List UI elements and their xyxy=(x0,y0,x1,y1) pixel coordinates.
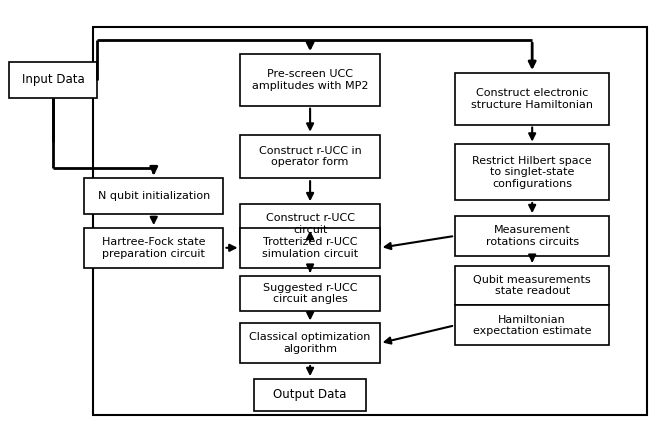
Text: Restrict Hilbert space
to singlet-state
configurations: Restrict Hilbert space to singlet-state … xyxy=(472,156,592,189)
Text: Hamiltonian
expectation estimate: Hamiltonian expectation estimate xyxy=(473,315,591,336)
Text: N qubit initialization: N qubit initialization xyxy=(98,191,210,201)
Text: Hartree-Fock state
preparation circuit: Hartree-Fock state preparation circuit xyxy=(102,237,206,259)
FancyBboxPatch shape xyxy=(455,145,609,200)
FancyBboxPatch shape xyxy=(240,228,380,268)
Text: Trotterized r-UCC
simulation circuit: Trotterized r-UCC simulation circuit xyxy=(262,237,358,259)
Text: Construct r-UCC in
operator form: Construct r-UCC in operator form xyxy=(259,145,361,167)
Text: Input Data: Input Data xyxy=(22,73,85,86)
Text: Qubit measurements
state readout: Qubit measurements state readout xyxy=(474,275,591,296)
FancyBboxPatch shape xyxy=(455,73,609,125)
Text: Pre-screen UCC
amplitudes with MP2: Pre-screen UCC amplitudes with MP2 xyxy=(252,69,368,91)
FancyBboxPatch shape xyxy=(240,276,380,311)
FancyBboxPatch shape xyxy=(455,266,609,306)
FancyBboxPatch shape xyxy=(240,204,380,244)
FancyBboxPatch shape xyxy=(255,379,366,411)
Text: Construct r-UCC
circuit: Construct r-UCC circuit xyxy=(266,213,355,235)
Text: Suggested r-UCC
circuit angles: Suggested r-UCC circuit angles xyxy=(263,283,357,304)
FancyBboxPatch shape xyxy=(240,54,380,106)
FancyBboxPatch shape xyxy=(455,216,609,256)
FancyBboxPatch shape xyxy=(9,62,97,98)
Text: Construct electronic
structure Hamiltonian: Construct electronic structure Hamiltoni… xyxy=(471,88,593,109)
Text: Output Data: Output Data xyxy=(273,388,347,401)
Text: Measurement
rotations circuits: Measurement rotations circuits xyxy=(486,225,578,247)
FancyBboxPatch shape xyxy=(240,323,380,363)
FancyBboxPatch shape xyxy=(455,306,609,345)
FancyBboxPatch shape xyxy=(240,135,380,178)
FancyBboxPatch shape xyxy=(84,178,224,214)
FancyBboxPatch shape xyxy=(84,228,224,268)
Text: Classical optimization
algorithm: Classical optimization algorithm xyxy=(249,332,371,354)
FancyBboxPatch shape xyxy=(93,27,647,415)
